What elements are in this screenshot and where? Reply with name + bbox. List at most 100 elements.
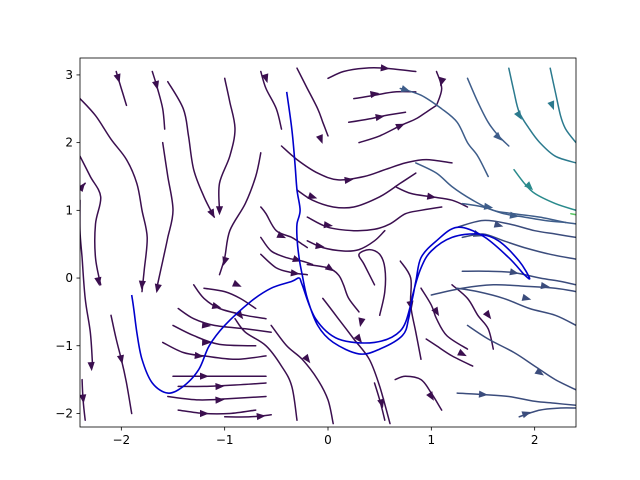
y-axis: −2 −1 0 1 2 3 xyxy=(55,68,80,420)
y-tick-label-0: −2 xyxy=(55,406,73,420)
streamline-8 xyxy=(167,80,216,218)
streamline-3 xyxy=(296,67,329,137)
streamline-36 xyxy=(358,248,387,317)
streamline-43 xyxy=(456,287,576,327)
streamline-58 xyxy=(399,87,489,178)
stream-arrow-29 xyxy=(353,333,363,343)
stream-arrow-12 xyxy=(276,231,287,239)
streamline-16 xyxy=(192,284,267,320)
streamline-2 xyxy=(260,70,283,130)
stream-arrow-61 xyxy=(547,100,555,111)
stream-arrow-8 xyxy=(207,208,215,219)
stream-arrow-58 xyxy=(400,85,411,92)
stream-arrow-45 xyxy=(478,390,488,398)
stream-arrow-7 xyxy=(80,182,86,192)
stream-arrow-28 xyxy=(302,353,311,364)
stream-arrow-62 xyxy=(524,181,534,191)
streamline-61 xyxy=(549,67,576,144)
stream-arrow-52 xyxy=(483,202,494,210)
stream-arrow-16 xyxy=(211,302,222,309)
stream-arrow-51 xyxy=(509,211,519,219)
stream-arrow-30 xyxy=(377,398,385,409)
streamline-17 xyxy=(177,307,272,333)
stream-arrow-4 xyxy=(138,280,146,290)
streamline-57 xyxy=(435,70,443,107)
stream-arrow-26 xyxy=(80,394,87,404)
stream-arrow-19 xyxy=(194,351,204,360)
streamline-56 xyxy=(358,104,438,144)
stream-arrow-11 xyxy=(222,256,230,266)
stream-arrow-57 xyxy=(439,76,447,87)
streamline-40 xyxy=(425,338,474,367)
streamline-48 xyxy=(430,283,576,296)
y-tick-label-2: 0 xyxy=(65,271,73,285)
streamline-33 xyxy=(306,206,443,232)
stream-arrow-54 xyxy=(375,113,385,122)
streamline-6 xyxy=(80,199,94,364)
stream-arrow-42 xyxy=(482,309,492,320)
streamline-29 xyxy=(322,297,391,425)
stream-arrow-47 xyxy=(509,268,519,276)
streamline-23 xyxy=(177,409,257,415)
stream-arrow-36 xyxy=(358,317,366,327)
streamline-5 xyxy=(80,155,102,286)
stream-arrow-22 xyxy=(215,396,225,404)
stream-arrow-2 xyxy=(261,73,269,84)
stream-arrow-24 xyxy=(256,413,266,421)
streamline-59 xyxy=(466,77,510,147)
stream-arrow-21 xyxy=(215,382,225,391)
streamline-4 xyxy=(80,97,148,293)
x-tick-label-1: −1 xyxy=(216,433,234,447)
streamline-63 xyxy=(570,212,576,216)
stream-arrow-46 xyxy=(521,411,532,419)
stream-arrow-9 xyxy=(215,206,224,216)
streamline-32 xyxy=(296,172,417,209)
stream-arrow-5 xyxy=(94,276,102,287)
streamlines-layer xyxy=(80,67,576,425)
stream-arrow-55 xyxy=(380,64,390,72)
x-tick-label-3: 1 xyxy=(428,433,436,447)
stream-arrow-27 xyxy=(234,309,244,320)
streamline-41 xyxy=(394,375,443,411)
stream-arrow-14 xyxy=(290,269,300,277)
x-tick-label-2: 0 xyxy=(324,433,332,447)
streamline-9 xyxy=(218,77,236,212)
streamline-39 xyxy=(420,287,469,350)
stream-arrow-44 xyxy=(534,367,544,376)
stream-arrow-31 xyxy=(344,176,354,184)
stream-arrow-59 xyxy=(493,131,503,141)
x-tick-label-4: 2 xyxy=(531,433,539,447)
streamline-62 xyxy=(513,168,576,212)
streamline-50 xyxy=(456,219,576,239)
streamline-42 xyxy=(451,284,495,350)
streamline-13 xyxy=(260,236,314,266)
stream-arrows-layer xyxy=(80,64,555,421)
stream-arrow-53 xyxy=(369,90,380,99)
streamline-44 xyxy=(466,324,576,391)
streamline-27 xyxy=(234,317,298,421)
stream-arrow-32 xyxy=(307,192,318,199)
stream-arrow-17 xyxy=(201,321,212,329)
stream-arrow-20 xyxy=(200,372,209,380)
stream-arrow-41 xyxy=(426,391,434,401)
streamline-47 xyxy=(461,270,576,286)
streamline-28 xyxy=(270,324,334,425)
stream-arrow-40 xyxy=(457,348,467,357)
stream-arrow-37 xyxy=(426,192,437,200)
stream-arrow-0 xyxy=(113,73,121,84)
x-tick-label-0: −2 xyxy=(112,433,130,447)
stream-arrow-23 xyxy=(200,409,209,418)
streamline-14 xyxy=(260,253,309,276)
stream-arrow-15 xyxy=(231,279,242,287)
streamline-12 xyxy=(260,206,309,249)
streamline-55 xyxy=(327,67,417,80)
stream-arrow-34 xyxy=(315,242,325,250)
stream-arrow-48 xyxy=(540,282,550,290)
streamline-52 xyxy=(415,162,567,224)
trajectory-layer xyxy=(130,91,531,394)
stream-arrow-50 xyxy=(493,220,504,228)
stream-arrow-3 xyxy=(316,134,323,144)
stream-arrow-56 xyxy=(395,123,405,131)
